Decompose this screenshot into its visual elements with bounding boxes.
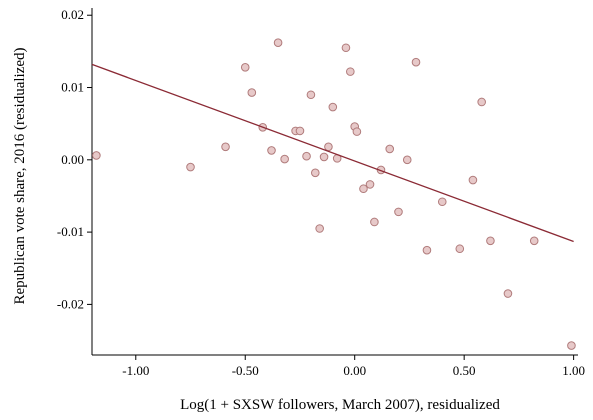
data-point — [370, 217, 379, 227]
data-point — [186, 162, 195, 172]
data-point — [92, 151, 101, 160]
data-point — [240, 62, 250, 72]
data-point — [503, 289, 513, 298]
data-point — [402, 155, 412, 165]
data-point — [324, 142, 333, 152]
data-point — [221, 142, 230, 152]
data-point — [437, 197, 447, 207]
data-point — [486, 236, 495, 246]
data-point — [247, 88, 257, 97]
data-point — [455, 244, 465, 254]
data-point — [341, 43, 351, 53]
x-tick-label: -0.50 — [232, 363, 259, 378]
y-axis-label: Republican vote share, 2016 (residualize… — [12, 48, 28, 305]
y-tick-label: 0.02 — [61, 7, 84, 22]
data-point — [302, 151, 311, 161]
plot-area: -0.02 -0.01 0.00 0.01 0.02 -1.00 -0.50 0.00 0.50… — [57, 7, 585, 378]
data-point — [310, 168, 320, 178]
data-point — [295, 126, 305, 136]
x-tick-label: 0.50 — [453, 363, 476, 378]
x-tick-label: 1.00 — [562, 363, 585, 378]
x-tick-label: -1.00 — [122, 363, 149, 378]
y-tick-label: -0.02 — [57, 296, 84, 311]
y-tick-label: 0.00 — [61, 152, 84, 167]
data-point — [422, 245, 432, 255]
data-point — [468, 175, 478, 185]
y-tick-label: -0.01 — [57, 224, 84, 239]
data-point — [273, 38, 283, 48]
data-point — [352, 127, 362, 136]
data-point — [567, 341, 576, 350]
data-point — [346, 67, 355, 76]
data-point — [477, 97, 486, 107]
data-point — [411, 57, 421, 67]
data-point — [315, 224, 324, 233]
data-point — [385, 144, 395, 154]
data-point — [365, 180, 375, 189]
data-point — [319, 152, 329, 162]
data-point — [394, 207, 403, 217]
data-point — [529, 236, 539, 246]
fit-line — [91, 63, 574, 243]
data-point — [280, 154, 289, 164]
x-axis-label: Log(1 + SXSW followers, March 2007), res… — [180, 397, 500, 413]
data-point — [328, 102, 338, 112]
data-point — [359, 184, 368, 194]
y-tick-label: 0.01 — [61, 80, 84, 95]
data-point — [306, 90, 316, 100]
data-point — [267, 146, 276, 155]
x-tick-label: 0.00 — [343, 363, 366, 378]
